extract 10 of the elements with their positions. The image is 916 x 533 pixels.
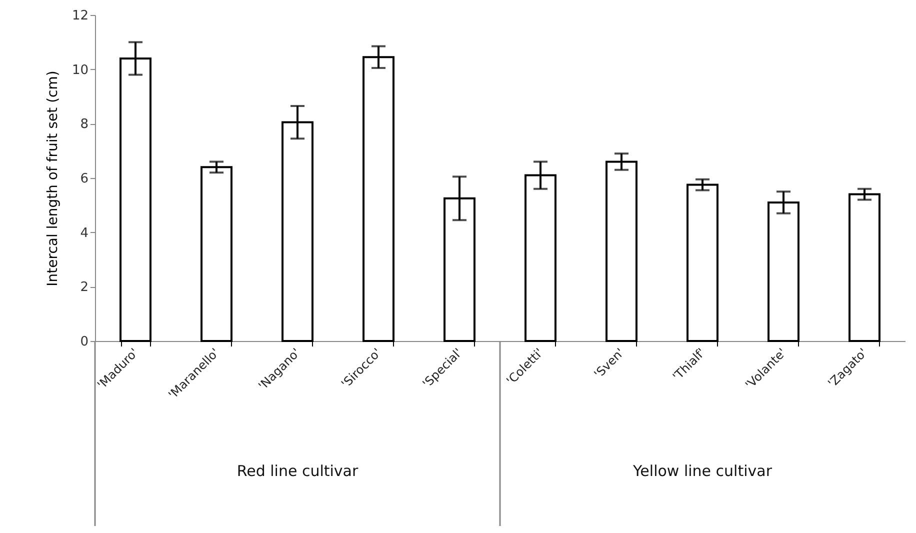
y-tick-label: 8 <box>80 117 88 132</box>
y-tick-label: 0 <box>80 334 88 350</box>
text: Red line cultivar <box>236 462 359 480</box>
y-tick-label: 10 <box>72 62 88 78</box>
y-tick-label: 4 <box>80 226 88 241</box>
y-axis-title: Intercal length of fruit set (cm) <box>44 70 61 286</box>
y-tick-label: 6 <box>80 172 88 186</box>
y-tick-label: 2 <box>80 280 88 296</box>
text: Yellow line cultivar <box>632 462 773 480</box>
y-tick-label: 12 <box>72 8 88 24</box>
